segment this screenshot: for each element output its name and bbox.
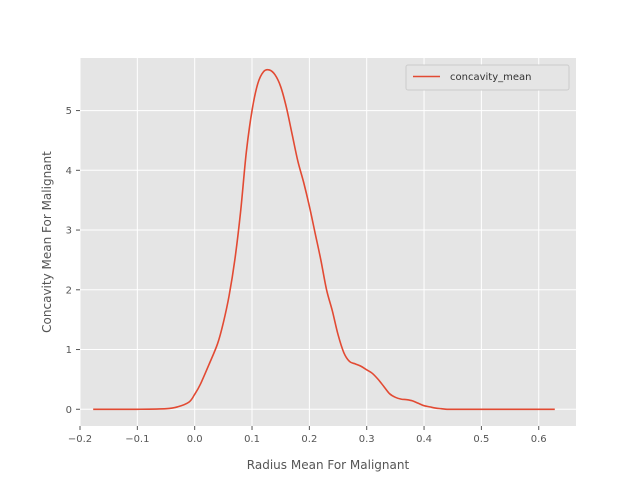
x-tick-label: 0.2 [301,434,317,445]
x-tick-label: 0.0 [187,434,203,445]
x-tick-label: 0.3 [359,434,375,445]
y-tick-label: 0 [66,405,72,416]
x-tick-label: 0.6 [531,434,547,445]
legend: concavity_mean [405,64,570,91]
plot-area [80,58,576,426]
legend-label: concavity_mean [450,72,531,83]
x-tick-label: −0.1 [125,434,149,445]
x-axis-label: Radius Mean For Malignant [247,458,410,472]
y-tick-label: 4 [66,166,72,177]
x-tick-label: 0.1 [244,434,260,445]
legend-box [405,64,570,91]
y-tick-label: 5 [66,106,72,117]
x-tick-label: 0.4 [416,434,432,445]
y-tick-label: 1 [66,345,72,356]
x-tick-label: −0.2 [68,434,92,445]
y-axis-label: Concavity Mean For Malignant [40,151,54,333]
series-lines [93,68,555,411]
y-tick-label: 2 [66,285,72,296]
y-tick-label: 3 [66,226,72,237]
axis-ticks: −0.2 −0.1 0.0 0.1 0.2 0.3 0.4 0.5 0.6 0 1 2 3 4 5 [66,106,547,445]
x-tick-label: 0.5 [473,434,489,445]
series-line [93,68,555,411]
